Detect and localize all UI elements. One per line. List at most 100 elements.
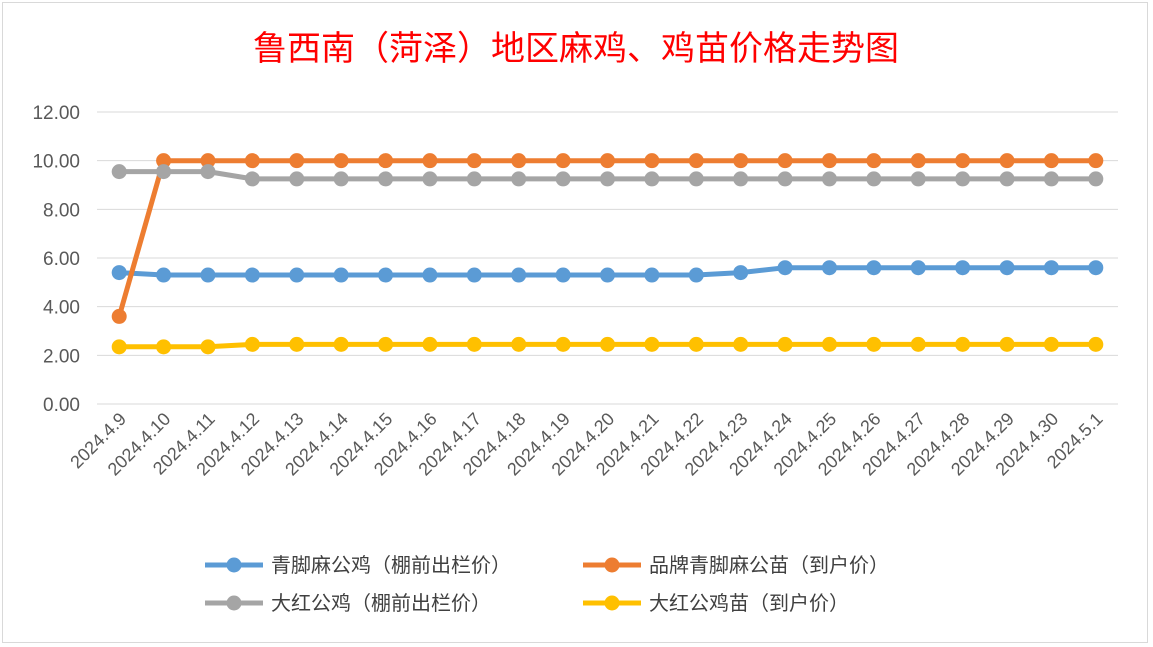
data-point — [289, 336, 305, 352]
data-point — [688, 171, 704, 187]
legend: 青脚麻公鸡（棚前出栏价） 品牌青脚麻公苗（到户价） 大红公鸡（棚前出栏价） 大红公鸡苗… — [205, 553, 889, 615]
y-tick-label: 4.00 — [43, 298, 80, 319]
data-point — [378, 267, 394, 283]
legend-marker — [604, 557, 620, 573]
data-point — [910, 260, 926, 276]
data-point — [156, 339, 172, 355]
data-point — [555, 153, 571, 169]
y-tick-label: 0.00 — [43, 395, 80, 416]
data-point — [1043, 336, 1059, 352]
data-point — [688, 267, 704, 283]
y-tick-label: 6.00 — [43, 249, 80, 270]
data-point — [821, 260, 837, 276]
data-point — [111, 308, 127, 324]
data-point — [200, 153, 216, 169]
series-3 — [111, 164, 1104, 187]
data-point — [466, 336, 482, 352]
legend-label: 品牌青脚麻公苗（到户价） — [649, 553, 889, 577]
data-point — [688, 336, 704, 352]
legend-marker — [226, 595, 242, 611]
legend-entry: 大红公鸡（棚前出栏价） — [205, 591, 491, 615]
data-point — [955, 336, 971, 352]
data-point — [1043, 260, 1059, 276]
data-point — [378, 153, 394, 169]
data-point — [910, 153, 926, 169]
data-point — [200, 164, 216, 180]
data-point — [644, 153, 660, 169]
data-point — [200, 339, 216, 355]
legend-label: 大红公鸡（棚前出栏价） — [271, 591, 491, 615]
data-point — [955, 153, 971, 169]
data-point — [244, 153, 260, 169]
data-point — [466, 153, 482, 169]
data-point — [866, 336, 882, 352]
data-point — [333, 267, 349, 283]
legend-entry: 青脚麻公鸡（棚前出栏价） — [205, 553, 511, 577]
data-point — [1088, 153, 1104, 169]
data-point — [866, 260, 882, 276]
data-point — [644, 171, 660, 187]
data-point — [200, 267, 216, 283]
data-point — [644, 267, 660, 283]
data-point — [244, 267, 260, 283]
data-point — [733, 171, 749, 187]
data-point — [777, 336, 793, 352]
y-axis-ticks: 0.00 2.00 4.00 6.00 8.00 10.00 12.00 — [32, 103, 80, 416]
x-axis-ticks: 2024.4.92024.4.102024.4.112024.4.122024.… — [66, 409, 1106, 480]
data-point — [466, 267, 482, 283]
data-point — [378, 336, 394, 352]
data-point — [289, 153, 305, 169]
y-tick-label: 8.00 — [43, 200, 80, 221]
data-point — [378, 171, 394, 187]
data-point — [289, 267, 305, 283]
data-point — [999, 260, 1015, 276]
data-point — [333, 153, 349, 169]
series-1 — [111, 260, 1104, 283]
data-point — [866, 153, 882, 169]
chart-title: 鲁西南（菏泽）地区麻鸡、鸡苗价格走势图 — [253, 29, 899, 69]
data-point — [1043, 171, 1059, 187]
data-point — [422, 267, 438, 283]
data-point — [600, 267, 615, 283]
data-point — [511, 267, 527, 283]
data-point — [111, 265, 127, 281]
y-tick-label: 12.00 — [32, 103, 80, 124]
data-point — [910, 171, 926, 187]
data-point — [821, 336, 837, 352]
data-point — [777, 260, 793, 276]
data-point — [955, 260, 971, 276]
data-point — [511, 153, 527, 169]
legend-label: 青脚麻公鸡（棚前出栏价） — [271, 553, 511, 577]
data-point — [156, 153, 172, 169]
data-point — [111, 339, 127, 355]
data-point — [289, 171, 305, 187]
series-2 — [111, 153, 1104, 324]
data-point — [244, 171, 260, 187]
data-point — [1088, 171, 1104, 187]
data-point — [422, 171, 438, 187]
data-point — [910, 336, 926, 352]
data-point — [466, 171, 482, 187]
data-point — [821, 153, 837, 169]
data-point — [999, 153, 1015, 169]
data-point — [511, 336, 527, 352]
data-point — [688, 153, 704, 169]
data-point — [1043, 153, 1059, 169]
data-point — [111, 164, 127, 180]
data-point — [1088, 336, 1104, 352]
data-point — [999, 336, 1015, 352]
legend-marker — [226, 557, 242, 573]
y-tick-label: 2.00 — [43, 346, 80, 367]
data-point — [777, 153, 793, 169]
data-point — [600, 171, 615, 187]
data-point — [644, 336, 660, 352]
legend-label: 大红公鸡苗（到户价） — [649, 591, 849, 615]
data-point — [1088, 260, 1104, 276]
data-point — [955, 171, 971, 187]
y-tick-label: 10.00 — [32, 152, 80, 173]
data-point — [333, 171, 349, 187]
data-point — [733, 153, 749, 169]
data-point — [600, 336, 615, 352]
